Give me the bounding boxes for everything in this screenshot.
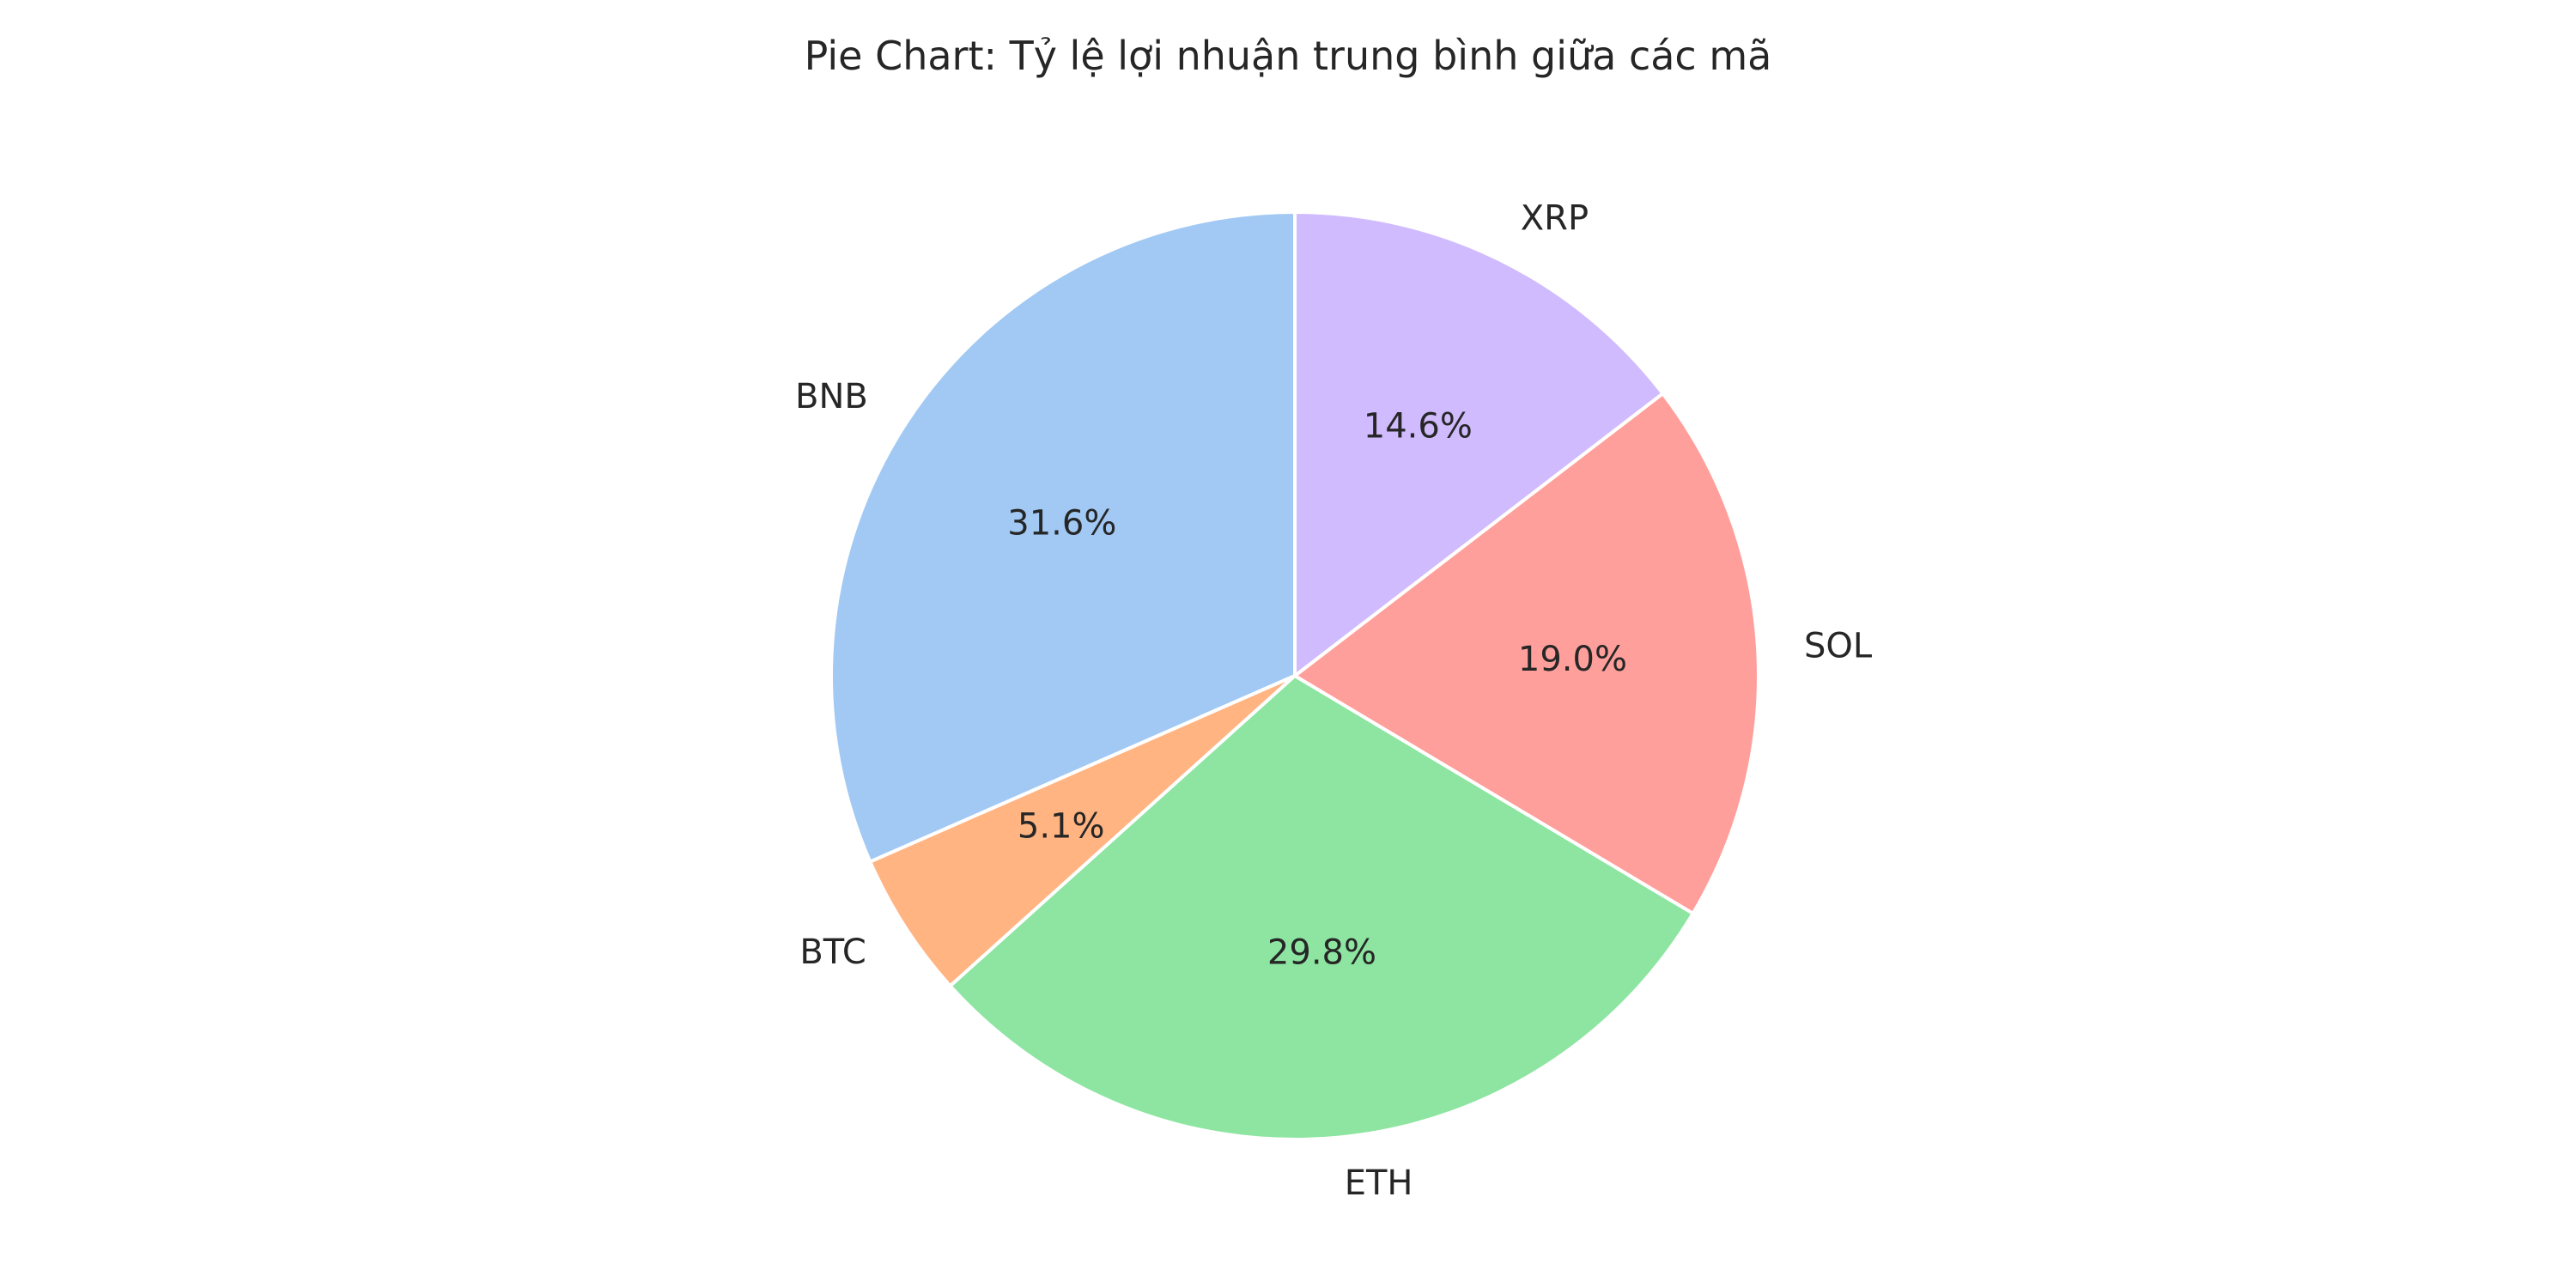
category-label-xrp: XRP — [1521, 198, 1589, 238]
pct-label-bnb: 31.6% — [1007, 504, 1116, 544]
pie-slice-bnb — [829, 210, 1297, 864]
category-label-bnb: BNB — [795, 377, 868, 416]
pie-slices — [829, 210, 1760, 1141]
pie-slice-eth — [948, 674, 1695, 1141]
pct-label-btc: 5.1% — [1018, 807, 1105, 847]
pct-label-eth: 29.8% — [1267, 933, 1376, 972]
pct-label-sol: 19.0% — [1518, 640, 1627, 679]
category-label-btc: BTC — [799, 933, 866, 972]
chart-title: Pie Chart: Tỷ lệ lợi nhuận trung bình gi… — [804, 33, 1772, 79]
pct-label-xrp: 14.6% — [1364, 406, 1473, 446]
pie-slice-sol — [1293, 392, 1760, 915]
pie-slice-xrp — [1293, 210, 1665, 677]
pie-slice-btc — [868, 674, 1297, 988]
category-label-eth: ETH — [1345, 1163, 1413, 1203]
category-label-sol: SOL — [1804, 627, 1873, 666]
pie-labels: 31.6% BNB 5.1% BTC 29.8% ETH 19.0% SOL 14.6% XRP — [795, 198, 1873, 1203]
